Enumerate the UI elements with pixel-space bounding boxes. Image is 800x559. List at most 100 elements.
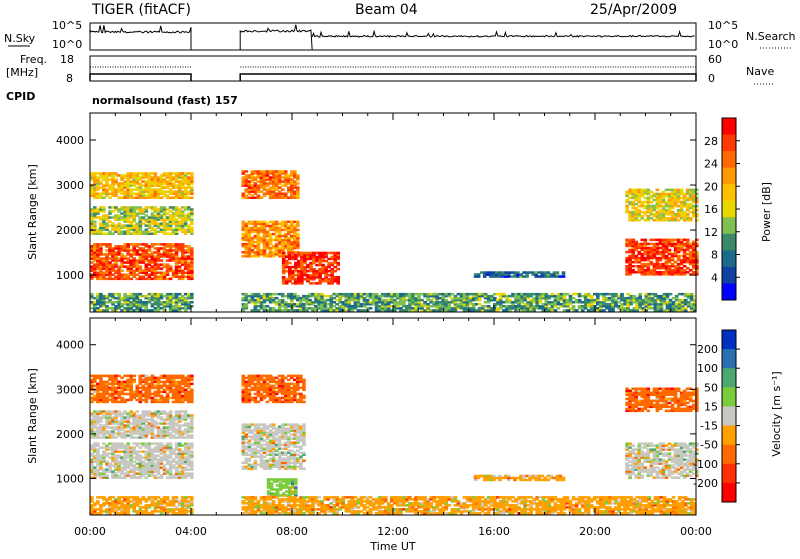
- heatmap-cell: [175, 243, 179, 246]
- heatmap-cell: [114, 305, 118, 308]
- heatmap-cell: [184, 442, 188, 445]
- heatmap-cell: [508, 295, 512, 298]
- heatmap-cell: [190, 208, 194, 211]
- heatmap-cell: [257, 170, 261, 173]
- heatmap-cell: [132, 257, 136, 260]
- heatmap-cell: [145, 224, 149, 227]
- heatmap-cell: [175, 428, 179, 431]
- heatmap-cell: [650, 243, 654, 246]
- heatmap-cell: [637, 243, 641, 246]
- heatmap-cell: [102, 253, 106, 256]
- heatmap-cell: [656, 189, 660, 192]
- heatmap-cell: [284, 233, 288, 236]
- heatmap-cell: [175, 206, 179, 209]
- heatmap-cell: [478, 307, 482, 310]
- freq-tick-bottom: 8: [66, 72, 73, 85]
- heatmap-cell: [669, 299, 673, 302]
- heatmap-cell: [572, 305, 576, 308]
- heatmap-cell: [190, 227, 194, 230]
- heatmap-cell: [306, 270, 310, 273]
- heatmap-cell: [608, 293, 612, 296]
- heatmap-cell: [154, 293, 158, 296]
- freq-label-2: [MHz]: [6, 66, 38, 79]
- heatmap-cell: [190, 460, 194, 463]
- heatmap-cell: [668, 265, 672, 268]
- heatmap-cell: [163, 263, 167, 266]
- heatmap-cell: [145, 243, 149, 246]
- heatmap-cell: [169, 410, 173, 413]
- heatmap-cell: [254, 299, 258, 302]
- heatmap-cell: [102, 214, 106, 217]
- heatmap-cell: [629, 295, 633, 298]
- heatmap-cell: [517, 293, 521, 296]
- heatmap-cell: [190, 197, 194, 200]
- heatmap-cell: [93, 375, 97, 378]
- heatmap-cell: [650, 201, 654, 204]
- heatmap-cell: [114, 436, 118, 439]
- heatmap-cell: [145, 295, 149, 298]
- heatmap-cell: [650, 239, 654, 242]
- heatmap-cell: [123, 190, 127, 193]
- heatmap-cell: [266, 305, 270, 308]
- heatmap-cell: [487, 305, 491, 308]
- heatmap-cell: [297, 260, 301, 263]
- heatmap-cell: [102, 381, 106, 384]
- heatmap-cell: [123, 274, 127, 277]
- heatmap-cell: [132, 446, 136, 449]
- heatmap-cell: [184, 186, 188, 189]
- heatmap-cell: [469, 293, 473, 296]
- heatmap-cell: [689, 243, 693, 246]
- heatmap-cell: [690, 293, 694, 296]
- heatmap-cell: [637, 189, 641, 192]
- heatmap-cell: [336, 252, 340, 255]
- nave-tick-top: 60: [708, 53, 722, 66]
- heatmap-cell: [680, 239, 684, 242]
- heatmap-cell: [650, 205, 654, 208]
- heatmap-cell: [284, 170, 288, 173]
- heatmap-cell: [690, 303, 694, 306]
- heatmap-cell: [336, 262, 340, 265]
- heatmap-cell: [275, 221, 279, 224]
- heatmap-cell: [184, 428, 188, 431]
- heatmap-cell: [114, 224, 118, 227]
- heatmap-cell: [114, 442, 118, 445]
- heatmap-cell: [175, 218, 179, 221]
- heatmap-cell: [145, 418, 149, 421]
- heatmap-cell: [123, 293, 127, 296]
- heatmap-cell: [257, 227, 261, 230]
- heatmap-cell: [132, 193, 136, 196]
- heatmap-cell: [93, 442, 97, 445]
- heatmap-cell: [529, 293, 533, 296]
- heatmap-cell: [637, 251, 641, 254]
- heatmap-cell: [282, 252, 286, 255]
- heatmap-cell: [102, 206, 106, 209]
- heatmap-cell: [154, 474, 158, 477]
- heatmap-cell: [245, 195, 249, 198]
- heatmap-cell: [93, 231, 97, 234]
- heatmap-cell: [660, 295, 664, 298]
- heatmap-cell: [120, 270, 124, 273]
- heatmap-cell: [117, 293, 121, 296]
- heatmap-cell: [102, 257, 106, 260]
- heatmap-cell: [93, 395, 97, 398]
- nsky-panel: N.Sky 10^5 10^0 10^5 10^0 N.Search: [4, 19, 796, 51]
- heatmap-cell: [175, 190, 179, 193]
- heatmap-cell: [154, 462, 158, 465]
- heatmap-cell: [145, 424, 149, 427]
- heatmap-cell: [123, 224, 127, 227]
- heatmap-cell: [245, 293, 249, 296]
- heatmap-cell: [160, 259, 164, 262]
- heatmap-cell: [668, 239, 672, 242]
- heatmap-cell: [163, 301, 167, 304]
- heatmap-cell: [327, 252, 331, 255]
- heatmap-cell: [123, 444, 127, 447]
- heatmap-cell: [599, 293, 603, 296]
- heatmap-cell: [145, 206, 149, 209]
- heatmap-cell: [93, 186, 97, 189]
- nsearch-tick-top: 10^5: [708, 19, 738, 32]
- heatmap-cell: [93, 243, 97, 246]
- heatmap-cell: [560, 303, 564, 306]
- heatmap-cell: [190, 293, 194, 296]
- freq-label-1: Freq.: [20, 53, 47, 66]
